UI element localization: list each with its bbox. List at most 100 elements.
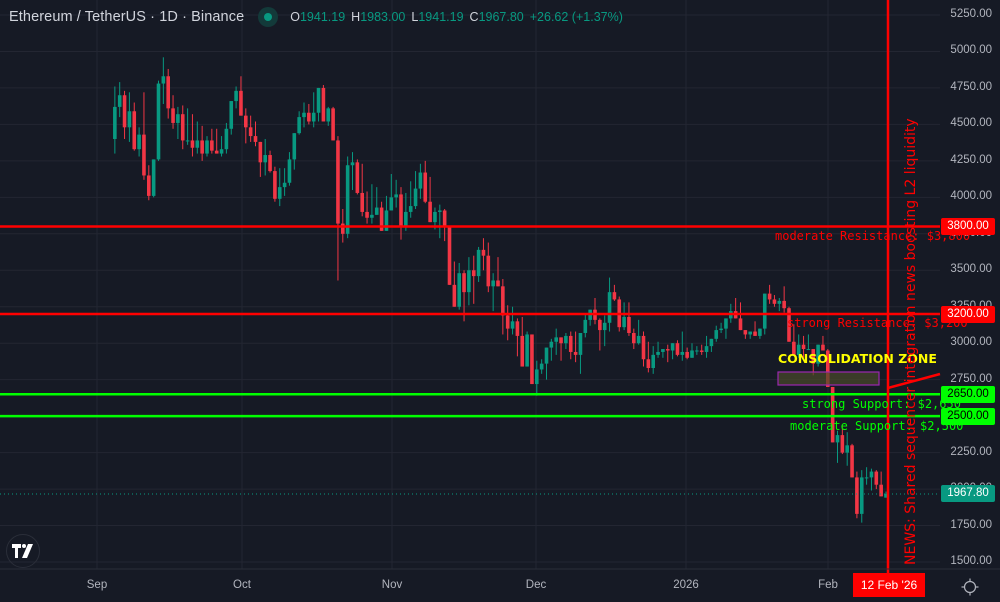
candle-body [239,90,243,116]
candle-body [127,111,132,128]
candle-body [452,284,457,307]
candle-body [447,226,452,285]
candle-body [554,337,558,342]
candle-body [719,328,723,331]
price-tick-label: 1750.00 [950,518,992,531]
candle-body [161,76,166,84]
candle-body [792,341,796,355]
candle-body [845,445,849,453]
candle-body [826,350,830,387]
symbol-title[interactable]: Ethereum / TetherUS · 1D · Binance [9,9,245,25]
candle-body [695,350,699,352]
candle-body [224,128,229,150]
candle-body [879,484,883,497]
candle-body [185,140,190,142]
price-tag: 1967.80 [941,485,995,503]
candle-body [408,206,413,212]
price-levels [0,225,940,418]
candle-body [675,343,680,355]
candle-body [685,351,689,358]
candle-body [394,194,398,198]
low-label: L [411,10,419,24]
candle-body [598,319,602,331]
candle-body [268,155,272,172]
candle-body [316,87,321,113]
candle-body [651,354,655,369]
crosshair-date-tag: 12 Feb '26 [853,573,925,597]
candle-body [292,133,297,160]
candle-body [564,335,568,344]
candle-body [195,140,200,148]
open-value: 1941.19 [299,10,346,24]
price-tick-label: 4750.00 [950,80,992,93]
candle-body [374,207,379,215]
open-label: O [290,10,300,24]
candle-body [214,150,219,154]
candle-body [544,347,549,364]
candle-body [117,95,122,107]
candle-body [365,211,369,218]
candle-body [302,112,306,118]
candle-body [690,350,694,358]
candle-body [646,359,651,369]
candle-body [762,293,767,329]
candle-body [345,165,350,234]
price-tick-label: 3500.00 [950,263,992,276]
candle-body [501,286,505,316]
candle-body [273,171,277,199]
market-status-icon[interactable] [258,7,279,27]
candle-body [505,315,510,329]
candle-body [462,273,466,293]
candle-body [515,321,520,336]
candle-body [811,349,816,364]
candle-body [641,335,646,360]
candle-body [384,210,389,231]
tradingview-logo-icon[interactable] [6,534,40,568]
candle-body [816,344,820,364]
price-tick-label: 5250.00 [950,8,992,20]
price-tag: 3800.00 [941,218,995,235]
candle-body [801,344,806,350]
candle-body [200,140,204,154]
candle-body [399,194,403,227]
candle-body [331,108,335,141]
candle-body [166,76,170,109]
candle-body [341,223,345,234]
candle-body [428,201,432,223]
candlestick-series [113,57,888,523]
candle-body [656,351,660,355]
price-tag: 2500.00 [941,407,995,425]
candle-body [699,350,704,352]
candle-body [404,211,408,227]
candle-body [670,343,675,351]
candle-body [379,207,384,231]
candle-body [850,445,854,478]
time-tick-label: Oct [233,579,251,591]
candle-body [229,101,234,129]
candle-body [636,335,641,344]
candle-body [869,471,874,478]
candle-body [704,346,709,352]
trend-arrow-line [887,372,941,390]
candle-body [336,140,340,224]
candle-body [258,141,263,163]
candle-body [176,114,180,123]
candle-body [738,318,743,331]
consolidation-zone-label: CONSOLIDATION ZONE [778,351,937,366]
candle-body [632,332,636,344]
candle-body [583,319,588,333]
candle-body [884,493,888,498]
candle-body [282,182,287,188]
candle-body [457,273,461,307]
price-tick-label: 2250.00 [950,445,992,458]
price-tick-label: 2750.00 [950,372,992,385]
settings-gear-icon[interactable] [960,577,980,597]
strong-support-label: strong Support: $2,650 [802,397,961,411]
candle-body [714,330,719,339]
candle-body [539,363,544,370]
candle-body [782,300,786,309]
high-value: 1983.00 [360,10,406,24]
price-tick-label: 4250.00 [950,153,992,166]
time-tick-label: 2026 [673,579,699,591]
